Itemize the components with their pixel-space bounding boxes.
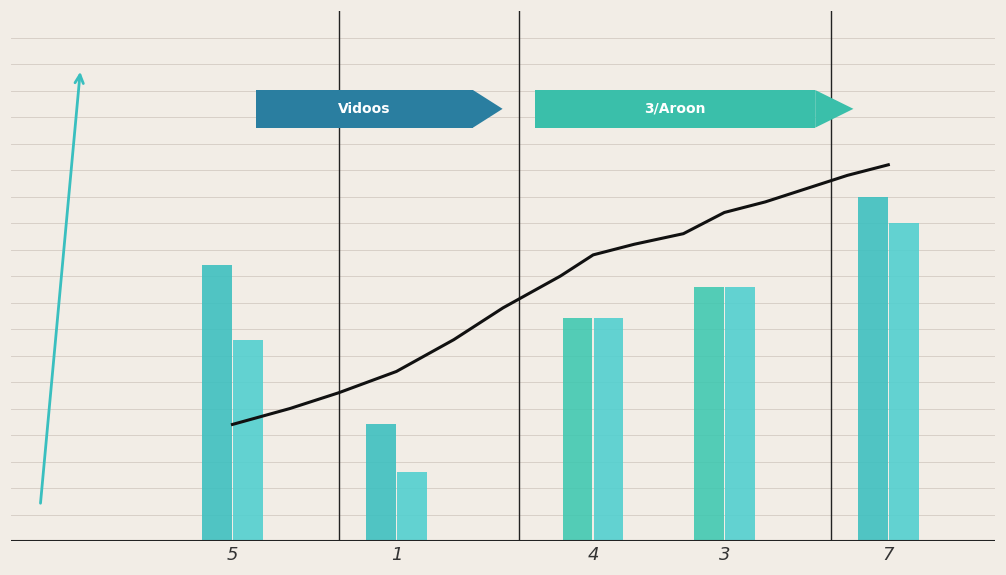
Bar	[694, 287, 723, 541]
Bar	[594, 319, 624, 541]
Bar	[397, 472, 427, 541]
Bar	[233, 340, 263, 541]
Text: 3/Aroon: 3/Aroon	[645, 102, 706, 116]
Bar	[858, 197, 887, 541]
Bar	[725, 287, 754, 541]
Bar	[563, 319, 593, 541]
Text: Vidoos: Vidoos	[338, 102, 390, 116]
Bar	[366, 424, 395, 541]
Bar	[889, 223, 918, 541]
Bar	[202, 266, 231, 541]
